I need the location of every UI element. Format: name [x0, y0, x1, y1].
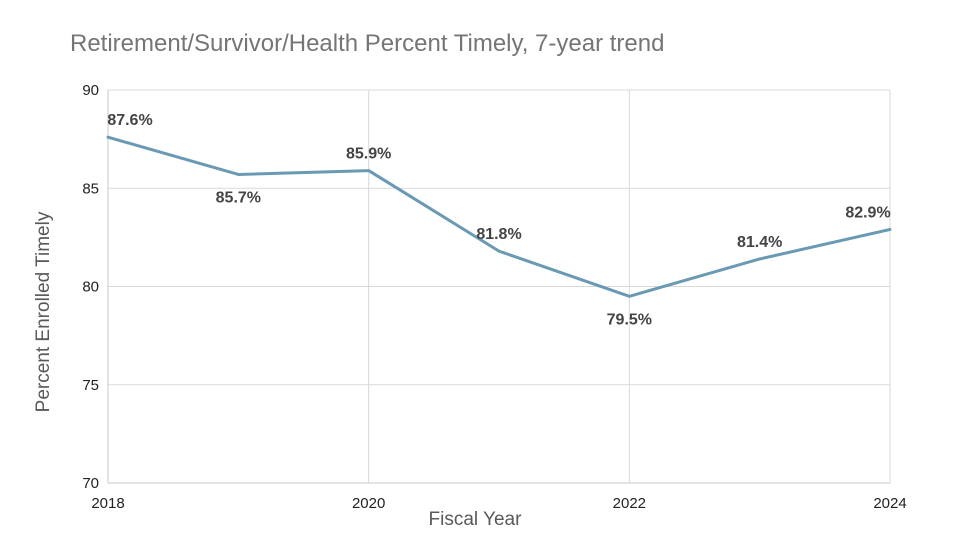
series-line	[106, 135, 892, 298]
data-label: 85.9%	[346, 146, 391, 163]
y-tick-label: 85	[82, 180, 99, 197]
x-tick-label: 2022	[613, 495, 646, 512]
y-tick-label: 75	[82, 377, 99, 394]
y-axis-title: Percent Enrolled Timely	[33, 211, 54, 412]
y-tick-label: 80	[82, 279, 99, 296]
y-tick-label: 70	[82, 475, 99, 492]
y-tick-label: 90	[82, 82, 99, 99]
x-axis-title: Fiscal Year	[429, 509, 523, 530]
grid	[107, 89, 891, 484]
data-label: 85.7%	[216, 189, 261, 206]
data-labels: 87.6% 85.7% 85.9% 81.8% 79.5% 81.4% 82.9%	[107, 112, 890, 328]
data-label: 79.5%	[607, 311, 652, 328]
x-tick-label: 2024	[873, 495, 906, 512]
chart-title: Retirement/Survivor/Health Percent Timel…	[70, 30, 665, 57]
data-label: 81.8%	[476, 226, 521, 243]
axes: 90 85 80 75 70 2018 2020 2022 2024	[82, 82, 906, 512]
x-tick-label: 2020	[352, 495, 385, 512]
data-label: 82.9%	[845, 205, 890, 222]
data-label: 87.6%	[107, 112, 152, 129]
series	[106, 135, 892, 298]
data-label: 81.4%	[737, 234, 782, 251]
x-tick-label: 2018	[91, 495, 124, 512]
